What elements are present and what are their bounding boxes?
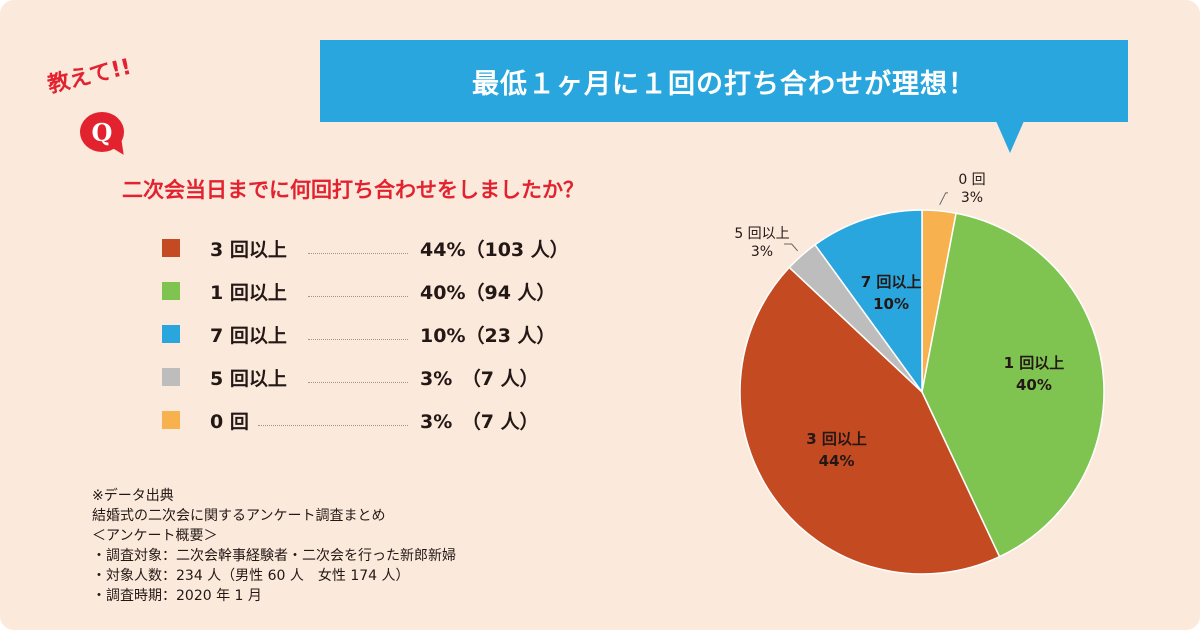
leader-dots: [258, 425, 408, 426]
pie-leader-five-plus: [784, 243, 799, 252]
legend-item: 5 回以上 3% （7 人）: [162, 362, 602, 392]
legend-label: 1 回以上: [210, 281, 287, 304]
leader-dots: [308, 339, 408, 340]
pie-label-seven-plus: 7 回以上: [861, 273, 922, 291]
leader-dots: [308, 296, 408, 297]
pie-label-zero: 0 回: [958, 172, 985, 188]
pie-slice-seven-plus: [813, 209, 923, 395]
pie-pct-zero: 3%: [961, 190, 983, 206]
legend-label: 3 回以上: [210, 238, 287, 261]
pie-label-three-plus: 3 回以上: [806, 430, 867, 448]
legend-swatch-7plus: [162, 325, 180, 343]
notes-overview-heading: ＜アンケート概要＞: [92, 528, 218, 544]
notes-period: ・調査時期：2020 年 1 月: [92, 588, 262, 604]
legend-item: 3 回以上 44%（103 人）: [162, 233, 602, 263]
notes-source-heading: ※データ出典: [92, 488, 174, 504]
legend-swatch-5plus: [162, 368, 180, 386]
survey-notes: ※データ出典 結婚式の二次会に関するアンケート調査まとめ ＜アンケート概要＞ ・…: [92, 486, 456, 606]
pie-leader-zero: [939, 192, 948, 206]
legend-value: 3% （7 人）: [420, 367, 539, 390]
legend-item: 0 回 3% （7 人）: [162, 405, 602, 435]
pie-label-one-plus: 1 回以上: [1004, 354, 1065, 372]
pie-slice-three-plus: [739, 266, 1001, 575]
legend-swatch-1plus: [162, 282, 180, 300]
pie-slice-one-plus: [921, 212, 1105, 558]
q-letter: Q: [91, 117, 113, 147]
pie-pct-one-plus: 40%: [1016, 376, 1052, 394]
oshiete-label: 教えて!!: [45, 54, 134, 99]
banner-pointer: [996, 121, 1024, 153]
pie-label-five-plus: 5 回以上: [734, 226, 789, 242]
notes-target: ・調査対象：二次会幹事経験者・二次会を行った新郎新婦: [92, 548, 456, 564]
legend-value: 40%（94 人）: [420, 281, 556, 304]
headline-text: 最低１ヶ月に１回の打ち合わせが理想！: [472, 68, 976, 100]
notes-count: ・対象人数：234 人（男性 60 人 女性 174 人）: [92, 568, 410, 584]
legend-item: 1 回以上 40%（94 人）: [162, 276, 602, 306]
headline-banner: 最低１ヶ月に１回の打ち合わせが理想！: [320, 40, 1128, 122]
legend-label: 7 回以上: [210, 324, 287, 347]
legend-value: 3% （7 人）: [420, 410, 539, 433]
question-heading: 二次会当日までに何回打ち合わせをしましたか？: [122, 178, 584, 202]
legend-label: 0 回: [210, 410, 249, 433]
pie-pct-five-plus: 3%: [751, 244, 773, 260]
leader-dots: [308, 382, 408, 383]
legend-swatch-3plus: [162, 239, 180, 257]
legend-item: 7 回以上 10%（23 人）: [162, 319, 602, 349]
legend-value: 10%（23 人）: [420, 324, 556, 347]
legend-value: 44%（103 人）: [420, 238, 569, 261]
pie-pct-three-plus: 44%: [819, 452, 855, 470]
notes-source-title: 結婚式の二次会に関するアンケート調査まとめ: [92, 508, 386, 524]
legend-swatch-0: [162, 411, 180, 429]
pie-pct-seven-plus: 10%: [873, 295, 909, 313]
pie-chart: 0 回 3% 1 回以上 40% 3 回以上 44% 5 回以上 3% 7 回以上 10%: [734, 172, 1105, 575]
q-speech-bubble-icon: Q: [80, 112, 124, 152]
leader-dots: [308, 253, 408, 254]
legend-label: 5 回以上: [210, 367, 287, 390]
